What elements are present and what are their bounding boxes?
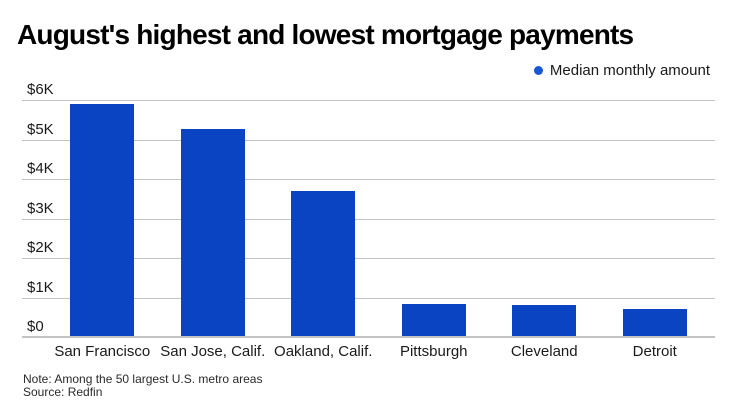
bar-pittsburgh (401, 303, 466, 336)
x-category-label: Oakland, Calif. (274, 343, 373, 360)
bar-slot (600, 101, 711, 336)
legend-label: Median monthly amount (549, 62, 710, 79)
legend-dot-icon (533, 66, 543, 75)
chart-title: August's highest and lowest mortgage pay… (17, 19, 634, 50)
bars-container (47, 101, 710, 336)
x-category-label: Detroit (632, 343, 677, 360)
bar-san-jose-calif (180, 128, 245, 336)
footnotes: Note: Among the 50 largest U.S. metro ar… (23, 373, 262, 399)
bar-slot (379, 101, 490, 336)
y-tick-label: $5K (27, 120, 54, 138)
x-category-label: Pittsburgh (399, 343, 468, 360)
gridline (22, 297, 715, 299)
bar-slot (268, 101, 379, 336)
gridline (22, 179, 715, 181)
y-tick-label: $3K (27, 199, 54, 217)
y-tick-label: $2K (27, 239, 54, 257)
y-tick-label: $4K (27, 160, 54, 178)
bar-slot (47, 101, 158, 336)
bar-slot (489, 101, 600, 336)
gridline (22, 139, 715, 141)
gridline (22, 218, 715, 220)
bar-san-francisco (70, 104, 135, 336)
x-category-label: San Jose, Calif. (160, 343, 266, 360)
bar-detroit (622, 308, 687, 336)
legend: Median monthly amount (533, 62, 710, 79)
gridline (22, 100, 715, 101)
y-tick-label: $1K (27, 278, 54, 296)
note-text: Note: Among the 50 largest U.S. metro ar… (23, 372, 263, 386)
gridline (22, 258, 715, 260)
bar-slot (158, 101, 269, 336)
bar-oakland-calif (291, 190, 356, 336)
x-category-label: San Francisco (54, 343, 151, 360)
x-axis-line (22, 336, 715, 338)
x-category-label: Cleveland (510, 343, 578, 360)
bar-cleveland (512, 305, 577, 336)
plot-area: $0 $1K $2K $3K $4K $5K $6K (22, 81, 715, 338)
x-axis-labels: San Francisco San Jose, Calif. Oakland, Ca… (47, 343, 710, 360)
y-tick-label: $6K (27, 81, 54, 98)
source-text: Source: Redfin (23, 385, 103, 399)
y-tick-label: $0 (27, 318, 44, 335)
